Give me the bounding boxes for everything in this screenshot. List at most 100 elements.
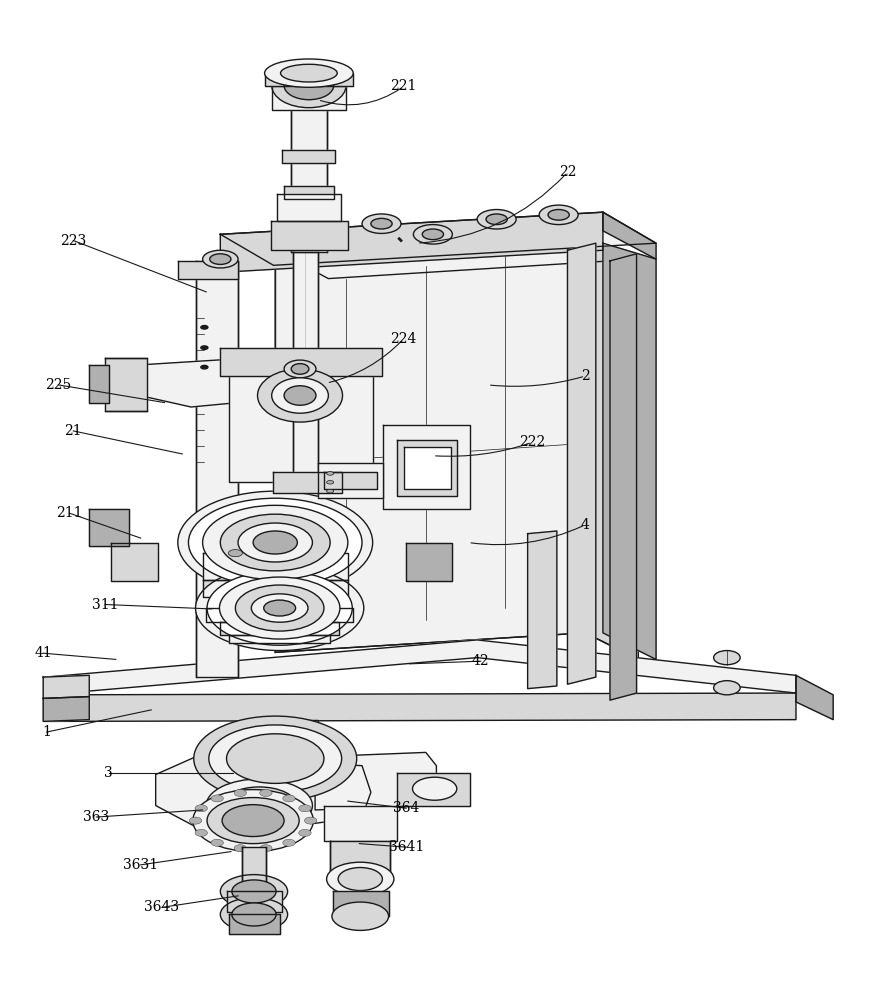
Text: 363: 363 [83,810,109,824]
Ellipse shape [192,790,313,852]
Ellipse shape [283,839,295,846]
Polygon shape [567,243,595,684]
Polygon shape [45,640,795,695]
Polygon shape [282,150,335,163]
Text: 3643: 3643 [144,900,179,914]
Ellipse shape [200,326,207,329]
Text: 41: 41 [35,646,52,660]
Ellipse shape [331,902,388,930]
Ellipse shape [189,817,201,824]
Polygon shape [397,773,470,806]
Ellipse shape [422,229,443,240]
Ellipse shape [200,346,207,349]
Ellipse shape [209,254,230,264]
Ellipse shape [234,845,246,852]
Polygon shape [284,186,333,199]
Ellipse shape [299,829,311,836]
Polygon shape [292,252,317,624]
Polygon shape [220,622,338,635]
Polygon shape [291,109,326,252]
Polygon shape [332,891,388,916]
Ellipse shape [412,777,456,800]
Ellipse shape [228,550,242,557]
Polygon shape [317,463,383,498]
Polygon shape [229,635,330,643]
Text: 221: 221 [390,79,416,93]
Ellipse shape [231,880,276,903]
Ellipse shape [202,505,347,580]
Polygon shape [795,675,832,720]
Polygon shape [195,261,237,677]
Ellipse shape [486,214,507,225]
Ellipse shape [413,225,452,244]
Ellipse shape [200,365,207,369]
Polygon shape [202,553,347,580]
Polygon shape [132,357,273,407]
Ellipse shape [226,734,323,783]
Polygon shape [226,891,282,912]
Ellipse shape [253,531,297,554]
Ellipse shape [219,577,339,639]
Polygon shape [264,73,353,86]
Ellipse shape [283,795,295,802]
Text: 1: 1 [43,725,51,739]
Ellipse shape [539,205,578,225]
Polygon shape [610,254,636,700]
Ellipse shape [235,585,323,631]
Ellipse shape [326,862,393,896]
Ellipse shape [195,805,207,812]
Polygon shape [112,543,159,581]
Text: 223: 223 [60,234,86,248]
Ellipse shape [271,378,328,413]
Text: 364: 364 [392,801,419,815]
Ellipse shape [234,789,246,797]
Polygon shape [383,425,470,509]
Polygon shape [220,212,656,265]
Ellipse shape [177,491,372,594]
Polygon shape [43,675,89,698]
Polygon shape [275,231,585,652]
Polygon shape [89,509,129,546]
Text: 224: 224 [390,332,416,346]
Polygon shape [273,472,341,493]
Ellipse shape [260,789,272,797]
Ellipse shape [326,489,333,493]
Ellipse shape [206,779,312,832]
Ellipse shape [257,369,342,422]
Polygon shape [330,841,390,879]
Ellipse shape [263,600,295,616]
Ellipse shape [264,59,353,87]
Ellipse shape [211,839,223,846]
Polygon shape [220,348,381,376]
Ellipse shape [222,805,284,837]
Ellipse shape [548,210,569,220]
Ellipse shape [326,481,333,484]
Ellipse shape [260,845,272,852]
Polygon shape [275,231,638,279]
Ellipse shape [713,681,739,695]
Text: 4: 4 [580,518,589,532]
Ellipse shape [284,71,333,100]
Polygon shape [105,358,147,411]
Ellipse shape [231,903,276,926]
Ellipse shape [271,63,346,108]
Text: 3631: 3631 [123,858,158,872]
Ellipse shape [211,795,223,802]
Text: 3: 3 [105,766,113,780]
Ellipse shape [206,798,299,844]
Ellipse shape [220,514,330,571]
Text: 211: 211 [57,506,83,520]
Ellipse shape [284,360,315,378]
Polygon shape [45,693,795,721]
Ellipse shape [361,214,400,233]
Polygon shape [246,720,317,739]
Polygon shape [156,757,370,828]
Ellipse shape [280,64,337,82]
Polygon shape [397,440,456,496]
Polygon shape [585,231,638,659]
Ellipse shape [326,472,333,475]
Ellipse shape [188,498,361,587]
Polygon shape [229,914,279,934]
Polygon shape [206,608,353,622]
Ellipse shape [370,218,392,229]
